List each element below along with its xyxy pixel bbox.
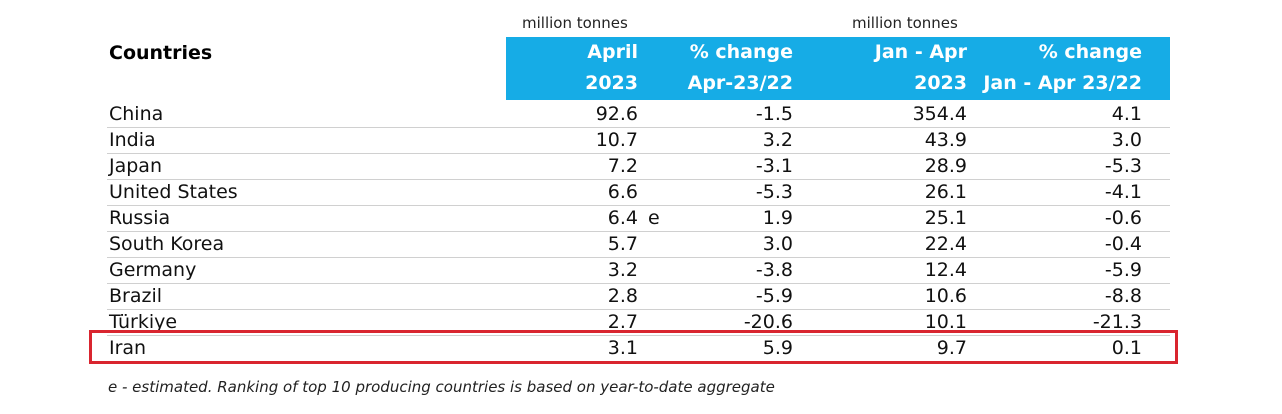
country-name: India [109,129,156,151]
ytd-value: 25.1 [924,207,967,229]
col-ytd-change-label: % change [1038,41,1142,63]
ytd-pct-change: -5.3 [1104,155,1142,177]
ytd-pct-change: -21.3 [1092,311,1142,333]
april-pct-change: 3.0 [762,233,793,255]
country-name: China [109,103,164,125]
april-value: 2.7 [607,311,638,333]
ytd-pct-change: -0.6 [1104,207,1142,229]
col-ytd-year: 2023 [914,72,967,94]
country-name: United States [109,181,238,203]
april-value: 6.4 [607,207,638,229]
table-row: Japan 7.2 -3.1 28.9 -5.3 [107,153,1170,180]
footnote: e - estimated. Ranking of top 10 produci… [108,378,775,396]
col-april-label: April [587,41,638,63]
april-pct-change: -5.9 [755,285,793,307]
april-value: 92.6 [595,103,638,125]
april-pct-change: -1.5 [755,103,793,125]
april-pct-change: -20.6 [743,311,793,333]
col-april-year: 2023 [585,72,638,94]
table-row: Türkiye 2.7 -20.6 10.1 -21.3 [107,309,1170,336]
country-name: Iran [109,337,147,359]
col-ytd-label: Jan - Apr [874,41,967,63]
col-pct-change-label: % change [689,41,793,63]
april-value: 5.7 [607,233,638,255]
ytd-pct-change: -8.8 [1104,285,1142,307]
country-name: Türkiye [109,311,178,333]
ytd-value: 10.1 [924,311,967,333]
ytd-pct-change: -4.1 [1104,181,1142,203]
estimated-flag: e [648,207,660,229]
april-value: 3.2 [607,259,638,281]
ytd-pct-change: 4.1 [1111,103,1142,125]
table-row: South Korea 5.7 3.0 22.4 -0.4 [107,231,1170,258]
april-value: 10.7 [595,129,638,151]
table-row: India 10.7 3.2 43.9 3.0 [107,127,1170,154]
ytd-value: 43.9 [924,129,967,151]
april-value: 6.6 [607,181,638,203]
table-row: Brazil 2.8 -5.9 10.6 -8.8 [107,283,1170,310]
table-row: United States 6.6 -5.3 26.1 -4.1 [107,179,1170,206]
april-pct-change: -5.3 [755,181,793,203]
april-pct-change: 5.9 [762,337,793,359]
april-value: 7.2 [607,155,638,177]
ytd-value: 12.4 [924,259,967,281]
ytd-pct-change: -0.4 [1104,233,1142,255]
country-name: Russia [109,207,171,229]
country-name: Japan [109,155,162,177]
april-pct-change: 1.9 [762,207,793,229]
ytd-pct-change: 0.1 [1111,337,1142,359]
ytd-value: 26.1 [924,181,967,203]
table-header-band: April 2023 % change Apr-23/22 Jan - Apr … [506,37,1170,100]
table-row: China 92.6 -1.5 354.4 4.1 [107,101,1170,128]
countries-column-header: Countries [109,42,213,64]
col-pct-change-period: Apr-23/22 [687,72,793,94]
april-value: 2.8 [607,285,638,307]
ytd-value: 354.4 [912,103,967,125]
unit-label-monthly: million tonnes [522,14,628,32]
ytd-value: 22.4 [924,233,967,255]
country-name: South Korea [109,233,225,255]
ytd-value: 10.6 [924,285,967,307]
april-pct-change: -3.8 [755,259,793,281]
table-row: Germany 3.2 -3.8 12.4 -5.9 [107,257,1170,284]
col-ytd-change-period: Jan - Apr 23/22 [983,72,1142,94]
country-name: Germany [109,259,197,281]
table-row: Russia 6.4 e 1.9 25.1 -0.6 [107,205,1170,232]
ytd-value: 28.9 [924,155,967,177]
april-pct-change: 3.2 [762,129,793,151]
ytd-value: 9.7 [936,337,967,359]
iran-row-highlight [89,330,1178,364]
unit-label-ytd: million tonnes [852,14,958,32]
ytd-pct-change: -5.9 [1104,259,1142,281]
ytd-pct-change: 3.0 [1111,129,1142,151]
country-name: Brazil [109,285,163,307]
april-value: 3.1 [607,337,638,359]
april-pct-change: -3.1 [755,155,793,177]
